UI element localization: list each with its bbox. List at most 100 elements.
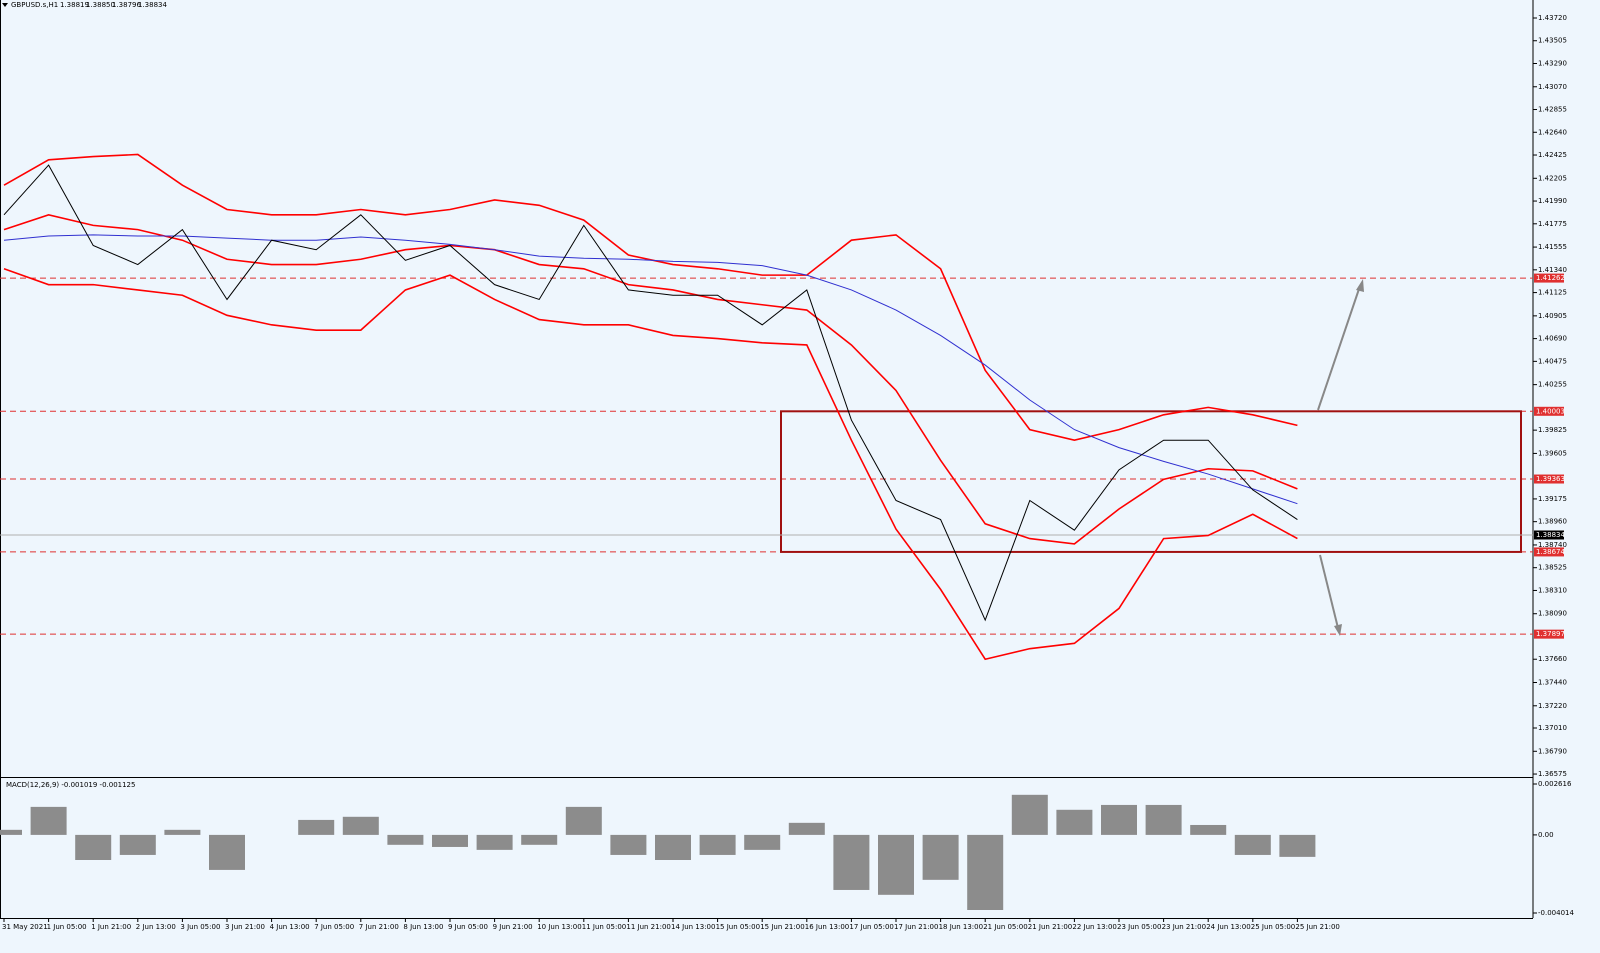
x-tick-label: 21 Jun 05:00: [983, 923, 1027, 931]
series-line: [3, 153, 1298, 442]
y-tick-label: 1.41555: [1538, 243, 1567, 251]
x-tick-label: 14 Jun 13:00: [671, 923, 715, 931]
histogram-bar: [967, 834, 1004, 910]
histogram-bar: [209, 834, 245, 870]
y-tick-label: 0.002616: [1538, 780, 1572, 788]
y-tick-label: 1.40690: [1538, 335, 1567, 343]
level-label-bg: [1534, 273, 1564, 283]
histogram-bar: [655, 834, 691, 860]
histogram-bar: [119, 834, 156, 855]
ohlc: 1.38834: [138, 1, 167, 9]
x-tick-label: 17 Jun 21:00: [894, 923, 938, 931]
x-tick-label: 7 Jun 05:00: [314, 923, 354, 931]
histogram-bar: [521, 834, 558, 845]
x-tick-label: 31 May 2021: [2, 923, 48, 931]
y-tick-label: 1.41775: [1538, 220, 1567, 228]
y-tick-label: 1.40905: [1538, 312, 1567, 320]
y-tick-label: 1.39605: [1538, 449, 1567, 457]
y-tick-label: 1.39825: [1538, 426, 1567, 434]
series-line: [3, 268, 1298, 661]
y-tick-label: 1.43290: [1538, 59, 1567, 67]
x-tick-label: 15 Jun 21:00: [760, 923, 804, 931]
y-tick-label: 1.42855: [1538, 106, 1567, 114]
histogram-bar: [1279, 834, 1316, 857]
y-tick-label: 1.43720: [1538, 14, 1567, 22]
series-line: [3, 234, 1298, 505]
y-tick-label: 1.38960: [1538, 518, 1567, 526]
x-tick-label: 17 Jun 05:00: [849, 923, 893, 931]
histogram-bar: [387, 834, 424, 845]
histogram-bar: [0, 829, 22, 835]
level-label: 1.37897: [1536, 630, 1565, 638]
histogram-bar: [610, 834, 647, 855]
x-tick-label: 21 Jun 21:00: [1028, 923, 1072, 931]
x-tick-label: 15 Jun 05:00: [716, 923, 760, 931]
histogram-bar: [476, 834, 513, 850]
level-label-bg: [1534, 547, 1564, 557]
level-label-bg: [1534, 629, 1564, 639]
histogram-bar: [1190, 824, 1227, 835]
x-tick-label: 11 Jun 05:00: [582, 923, 626, 931]
histogram-bar: [1234, 834, 1271, 855]
y-tick-label: 1.42205: [1538, 174, 1567, 182]
menu-arrow[interactable]: [2, 3, 8, 7]
x-tick-label: 24 Jun 13:00: [1206, 923, 1250, 931]
histogram-bar: [298, 819, 335, 835]
y-tick-label: 1.37660: [1538, 655, 1567, 663]
histogram-bar: [342, 816, 379, 835]
x-tick-label: 16 Jun 13:00: [805, 923, 849, 931]
level-label-bg: [1534, 474, 1564, 484]
ohlc: 1.38850: [86, 1, 115, 9]
y-tick-label: 1.40255: [1538, 381, 1567, 389]
x-tick-label: 25 Jun 21:00: [1295, 923, 1339, 931]
histogram-bar: [164, 829, 201, 835]
level-label: 1.40003: [1536, 407, 1565, 415]
y-tick-label: 1.42425: [1538, 151, 1567, 159]
x-tick-label: 18 Jun 13:00: [939, 923, 983, 931]
histogram-bar: [788, 822, 825, 835]
y-tick-label: 1.41125: [1538, 289, 1567, 297]
x-tick-label: 8 Jun 13:00: [403, 923, 443, 931]
series-line: [3, 213, 1298, 545]
histogram-bar: [699, 834, 736, 855]
x-tick-label: 22 Jun 13:00: [1072, 923, 1116, 931]
y-tick-label: 1.37440: [1538, 679, 1567, 687]
current-price-bg: [1534, 530, 1564, 540]
y-tick-label: 1.43070: [1538, 83, 1567, 91]
current-price-label: 1.38834: [1536, 531, 1565, 539]
histogram-bar: [30, 806, 67, 835]
y-tick-label: 1.39175: [1538, 495, 1567, 503]
indicator-title: MACD(12,26,9) -0.001019 -0.001125: [6, 781, 135, 789]
y-tick-label: 0.00: [1538, 831, 1554, 839]
x-tick-label: 4 Jun 13:00: [270, 923, 310, 931]
y-tick-label: 1.38740: [1538, 541, 1567, 549]
x-tick-label: 9 Jun 05:00: [448, 923, 488, 931]
x-tick-label: 1 Jun 21:00: [91, 923, 131, 931]
y-tick-label: 1.41340: [1538, 266, 1567, 274]
symbol: GBPUSD.s,H1: [11, 1, 58, 9]
y-tick-label: 1.42640: [1538, 128, 1567, 136]
y-tick-label: -0.004014: [1538, 909, 1574, 917]
y-tick-label: 1.36790: [1538, 747, 1567, 755]
x-tick-label: 2 Jun 13:00: [136, 923, 176, 931]
y-tick-label: 1.41990: [1538, 197, 1567, 205]
level-label: 1.38674: [1536, 548, 1565, 556]
x-tick-label: 23 Jun 05:00: [1117, 923, 1161, 931]
histogram-bar: [744, 834, 781, 850]
histogram-bar: [922, 834, 959, 880]
y-tick-label: 1.43505: [1538, 37, 1567, 45]
y-tick-label: 1.38310: [1538, 586, 1567, 594]
level-label-bg: [1534, 406, 1564, 416]
level-label: 1.41262: [1536, 274, 1565, 282]
y-tick-label: 1.38525: [1538, 564, 1567, 572]
ohlc: 1.38819: [60, 1, 89, 9]
x-tick-label: 7 Jun 21:00: [359, 923, 399, 931]
histogram-bar: [1145, 804, 1182, 835]
projection-arrows: [1317, 279, 1364, 636]
ohlc: 1.38796: [112, 1, 141, 9]
x-tick-label: 3 Jun 05:00: [180, 923, 220, 931]
histogram-bar: [1011, 794, 1048, 835]
x-tick-label: 9 Jun 21:00: [493, 923, 533, 931]
